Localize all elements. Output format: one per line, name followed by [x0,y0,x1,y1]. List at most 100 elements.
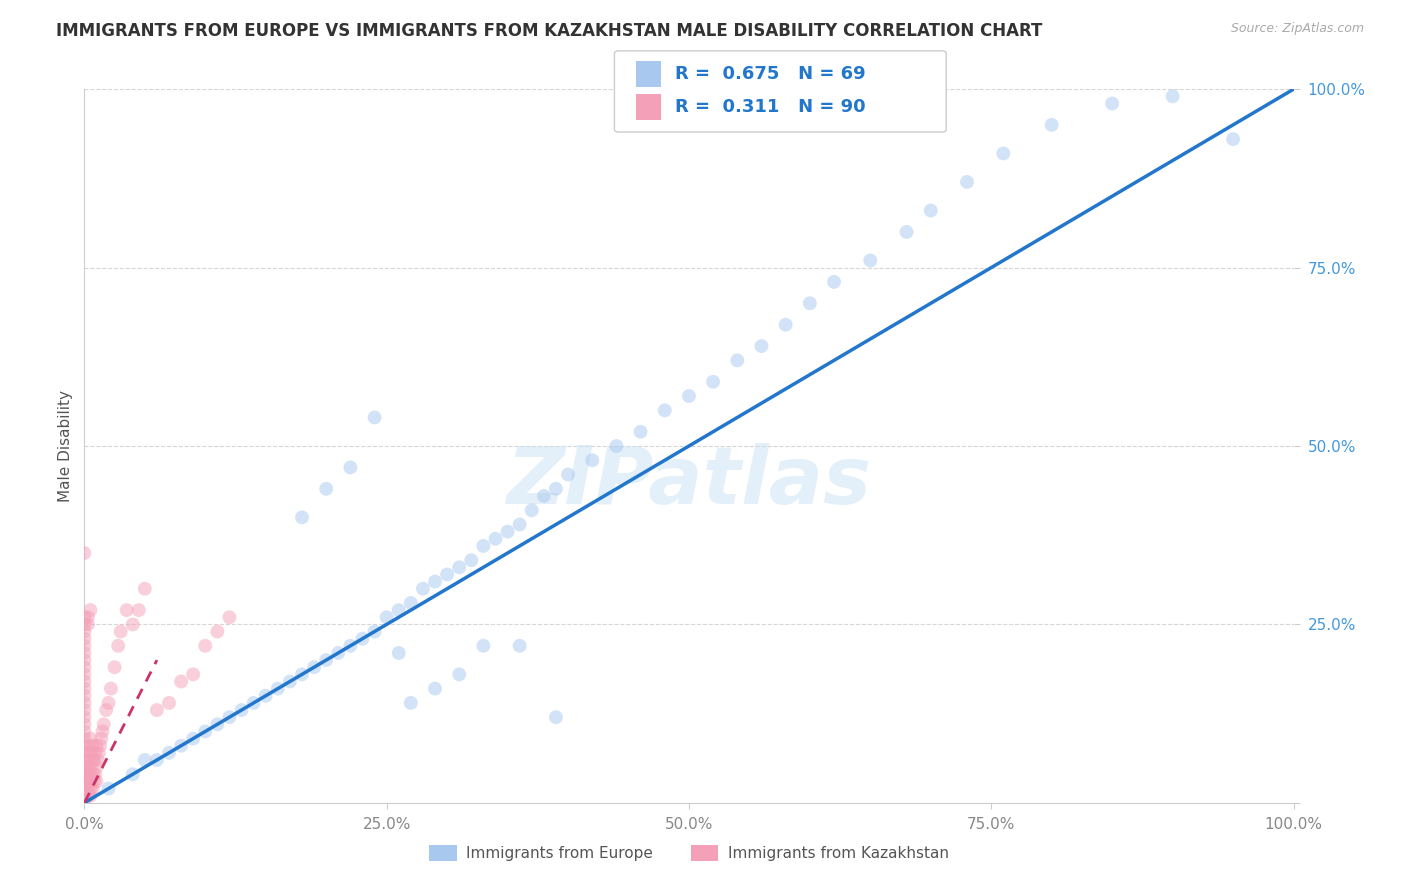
Point [73,789,96,803]
Point [399,596,422,610]
Point [82,781,104,796]
Point [73,731,96,746]
Point [207,624,229,639]
Legend: Immigrants from Europe, Immigrants from Kazakhstan: Immigrants from Europe, Immigrants from … [423,838,955,867]
Point [399,696,422,710]
Point [73,753,96,767]
Point [194,724,217,739]
Point [77,760,100,774]
Point [581,453,603,467]
Point [218,710,240,724]
Point [73,774,96,789]
Point [73,774,96,789]
Point [73,789,96,803]
Point [73,703,96,717]
Text: R =  0.311   N = 90: R = 0.311 N = 90 [675,98,866,116]
Point [73,774,96,789]
Point [82,739,104,753]
Text: ZIPatlas: ZIPatlas [506,442,872,521]
Point [1161,89,1184,103]
Point [823,275,845,289]
Point [91,724,114,739]
Point [73,739,96,753]
Point [86,753,108,767]
Point [73,781,96,796]
Point [86,760,108,774]
Point [557,467,579,482]
Point [509,639,531,653]
Point [328,646,350,660]
Point [77,746,100,760]
Point [73,660,96,674]
Point [207,717,229,731]
Point [315,482,337,496]
Point [157,746,180,760]
Point [472,539,495,553]
Point [460,553,482,567]
Point [73,689,96,703]
Point [146,753,169,767]
Point [77,753,100,767]
Point [291,667,314,681]
Point [73,617,96,632]
Point [363,410,385,425]
Point [134,753,156,767]
Point [544,710,567,724]
Point [896,225,918,239]
Point [218,610,240,624]
Point [73,746,96,760]
Point [388,646,411,660]
Y-axis label: Male Disability: Male Disability [58,390,73,502]
Point [231,703,253,717]
Point [73,546,96,560]
Point [194,639,217,653]
Point [267,681,290,696]
Point [73,781,96,796]
Point [82,767,104,781]
Point [352,632,374,646]
Point [412,582,434,596]
Point [278,674,301,689]
Point [339,639,361,653]
Point [77,789,100,803]
Point [77,610,100,624]
Point [291,510,314,524]
Point [242,696,264,710]
Point [73,639,96,653]
Point [544,482,567,496]
Point [87,746,110,760]
Point [73,789,96,803]
Point [100,681,122,696]
Point [77,739,100,753]
Point [84,746,107,760]
Point [725,353,748,368]
Text: R =  0.675   N = 69: R = 0.675 N = 69 [675,65,866,83]
Point [73,667,96,681]
Point [73,674,96,689]
Point [170,674,193,689]
Point [920,203,942,218]
Point [79,767,101,781]
Point [82,753,104,767]
Point [77,781,100,796]
Point [520,503,543,517]
Point [956,175,979,189]
Point [472,639,495,653]
Point [630,425,652,439]
Point [993,146,1015,161]
Point [97,781,120,796]
Point [73,781,96,796]
Point [104,660,127,674]
Point [73,724,96,739]
Point [73,717,96,731]
Point [79,603,101,617]
Point [73,767,96,781]
Point [484,532,506,546]
Point [89,739,111,753]
Point [93,717,115,731]
Point [77,767,100,781]
Point [775,318,797,332]
Point [170,739,193,753]
Text: Source: ZipAtlas.com: Source: ZipAtlas.com [1230,22,1364,36]
Point [90,731,112,746]
